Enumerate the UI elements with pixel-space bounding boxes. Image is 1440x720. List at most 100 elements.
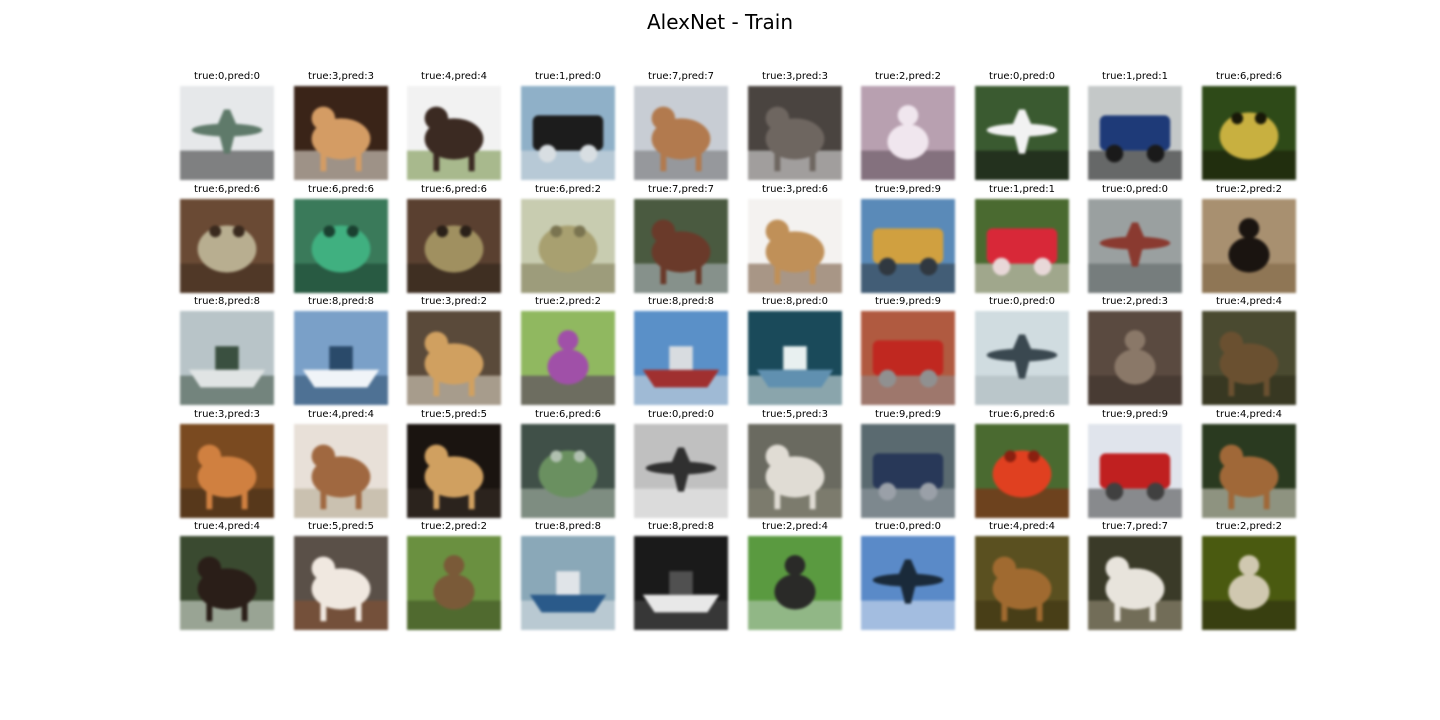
- sample-cell: true:3,pred:2: [407, 295, 501, 405]
- sample-label: true:9,pred:9: [875, 296, 941, 307]
- sample-cell: true:0,pred:0: [861, 520, 955, 630]
- sample-cell: true:9,pred:9: [861, 295, 955, 405]
- sample-label: true:9,pred:9: [875, 409, 941, 420]
- sample-image: [861, 311, 955, 405]
- sample-label: true:7,pred:7: [1102, 521, 1168, 532]
- sample-image: [861, 536, 955, 630]
- sample-label: true:3,pred:2: [421, 296, 487, 307]
- sample-label: true:6,pred:6: [421, 184, 487, 195]
- sample-image: [1088, 311, 1182, 405]
- sample-label: true:6,pred:6: [308, 184, 374, 195]
- sample-image: [634, 424, 728, 518]
- sample-image: [521, 86, 615, 180]
- sample-cell: true:3,pred:6: [748, 183, 842, 293]
- sample-image: [294, 86, 388, 180]
- sample-image: [634, 199, 728, 293]
- sample-label: true:0,pred:0: [1102, 184, 1168, 195]
- sample-image: [748, 311, 842, 405]
- sample-cell: true:8,pred:8: [294, 295, 388, 405]
- sample-label: true:4,pred:4: [308, 409, 374, 420]
- sample-image: [975, 86, 1069, 180]
- sample-cell: true:1,pred:1: [1088, 70, 1182, 180]
- sample-image: [634, 311, 728, 405]
- sample-cell: true:0,pred:0: [634, 408, 728, 518]
- sample-image: [748, 424, 842, 518]
- sample-label: true:5,pred:3: [762, 409, 828, 420]
- sample-image: [407, 311, 501, 405]
- sample-label: true:0,pred:0: [875, 521, 941, 532]
- sample-image: [521, 424, 615, 518]
- sample-cell: true:4,pred:4: [1202, 408, 1296, 518]
- sample-label: true:7,pred:7: [648, 184, 714, 195]
- sample-image: [1202, 311, 1296, 405]
- sample-cell: true:5,pred:3: [748, 408, 842, 518]
- sample-image: [521, 199, 615, 293]
- sample-cell: true:6,pred:6: [294, 183, 388, 293]
- sample-cell: true:4,pred:4: [294, 408, 388, 518]
- sample-label: true:4,pred:4: [421, 71, 487, 82]
- sample-image: [975, 536, 1069, 630]
- sample-image: [180, 424, 274, 518]
- sample-cell: true:4,pred:4: [975, 520, 1069, 630]
- sample-image: [180, 311, 274, 405]
- sample-label: true:2,pred:4: [762, 521, 828, 532]
- sample-label: true:0,pred:0: [194, 71, 260, 82]
- sample-label: true:4,pred:4: [989, 521, 1055, 532]
- sample-cell: true:6,pred:6: [180, 183, 274, 293]
- sample-label: true:8,pred:8: [648, 521, 714, 532]
- figure-title: AlexNet - Train: [646, 10, 794, 34]
- sample-label: true:2,pred:2: [1216, 521, 1282, 532]
- sample-image: [521, 536, 615, 630]
- sample-label: true:0,pred:0: [989, 296, 1055, 307]
- sample-cell: true:3,pred:3: [180, 408, 274, 518]
- sample-cell: true:2,pred:2: [861, 70, 955, 180]
- sample-cell: true:8,pred:8: [180, 295, 274, 405]
- sample-cell: true:8,pred:8: [634, 520, 728, 630]
- sample-label: true:6,pred:6: [1216, 71, 1282, 82]
- sample-cell: true:6,pred:2: [521, 183, 615, 293]
- sample-label: true:9,pred:9: [875, 184, 941, 195]
- sample-cell: true:9,pred:9: [861, 183, 955, 293]
- sample-label: true:9,pred:9: [1102, 409, 1168, 420]
- sample-label: true:8,pred:0: [762, 296, 828, 307]
- sample-image: [294, 536, 388, 630]
- sample-label: true:8,pred:8: [194, 296, 260, 307]
- sample-label: true:5,pred:5: [308, 521, 374, 532]
- sample-image: [861, 199, 955, 293]
- sample-label: true:8,pred:8: [308, 296, 374, 307]
- sample-image: [407, 424, 501, 518]
- sample-cell: true:8,pred:8: [634, 295, 728, 405]
- sample-label: true:2,pred:2: [875, 71, 941, 82]
- sample-label: true:3,pred:3: [308, 71, 374, 82]
- sample-image: [634, 86, 728, 180]
- sample-label: true:4,pred:4: [1216, 296, 1282, 307]
- sample-cell: true:6,pred:6: [521, 408, 615, 518]
- sample-cell: true:2,pred:2: [521, 295, 615, 405]
- sample-label: true:6,pred:6: [989, 409, 1055, 420]
- sample-image: [861, 86, 955, 180]
- sample-cell: true:9,pred:9: [861, 408, 955, 518]
- sample-image: [294, 424, 388, 518]
- sample-label: true:2,pred:3: [1102, 296, 1168, 307]
- sample-label: true:6,pred:6: [535, 409, 601, 420]
- sample-label: true:2,pred:2: [1216, 184, 1282, 195]
- sample-image: [407, 536, 501, 630]
- sample-label: true:4,pred:4: [194, 521, 260, 532]
- sample-cell: true:6,pred:6: [407, 183, 501, 293]
- sample-label: true:2,pred:2: [421, 521, 487, 532]
- sample-image: [294, 199, 388, 293]
- sample-label: true:0,pred:0: [648, 409, 714, 420]
- sample-cell: true:1,pred:1: [975, 183, 1069, 293]
- sample-label: true:5,pred:5: [421, 409, 487, 420]
- sample-label: true:8,pred:8: [648, 296, 714, 307]
- sample-image: [748, 86, 842, 180]
- sample-cell: true:7,pred:7: [634, 183, 728, 293]
- sample-cell: true:4,pred:4: [407, 70, 501, 180]
- sample-label: true:3,pred:3: [194, 409, 260, 420]
- sample-image: [180, 536, 274, 630]
- sample-image: [634, 536, 728, 630]
- sample-image: [748, 199, 842, 293]
- sample-cell: true:3,pred:3: [748, 70, 842, 180]
- sample-image: [180, 199, 274, 293]
- sample-cell: true:0,pred:0: [975, 70, 1069, 180]
